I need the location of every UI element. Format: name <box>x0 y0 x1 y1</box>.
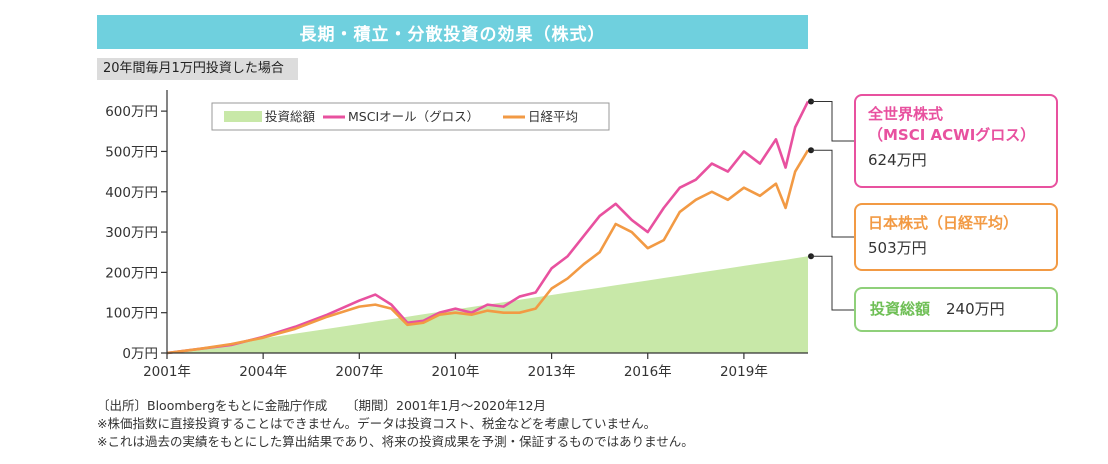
series-line-msci-acwi <box>166 100 810 355</box>
x-tick-label: 2004年 <box>239 364 287 380</box>
x-tick-label: 2010年 <box>432 364 480 380</box>
y-tick-label: 100万円 <box>105 306 158 322</box>
x-tick-label: 2013年 <box>528 364 576 380</box>
callout-invest-name: 投資総額 <box>870 300 931 318</box>
callout-connectors <box>808 98 854 311</box>
y-tick-label: 300万円 <box>105 225 158 241</box>
y-tick-label: 600万円 <box>105 104 158 120</box>
y-tick-label: 500万円 <box>105 144 158 160</box>
x-tick-label: 2016年 <box>624 364 672 380</box>
x-tick-label: 2019年 <box>720 364 768 380</box>
callout-world-amount: 624万円 <box>868 151 927 169</box>
footnote-source: 〔出所〕Bloombergをもとに金融庁作成 〔期間〕2001年1月〜2020年… <box>97 398 546 413</box>
y-tick-label: 0万円 <box>122 346 158 362</box>
axes: 0万円 100万円 200万円 300万円 400万円 500万円 600万円 2001年 20… <box>105 90 808 380</box>
footnote-index: ※株価指数に直接投資することはできません。データは投資コスト、税金などを考慮して… <box>97 416 657 431</box>
legend-label: 日経平均 <box>528 109 578 124</box>
chart-title: 長期・積立・分散投資の効果（株式） <box>97 15 808 49</box>
callout-connector <box>811 255 854 311</box>
footnotes: 〔出所〕Bloombergをもとに金融庁作成 〔期間〕2001年1月〜2020年… <box>97 397 694 451</box>
plot-area <box>166 100 810 355</box>
legend: 投資総額 MSCIオール（グロス） 日経平均 <box>211 102 610 131</box>
x-tick-label: 2007年 <box>335 364 383 380</box>
callout-connector <box>811 100 854 142</box>
x-tick-label: 2001年 <box>143 364 191 380</box>
callout-invest-amount: 240万円 <box>946 300 1005 318</box>
y-tick-label: 200万円 <box>105 265 158 281</box>
chart-subtitle: 20年間毎月1万円投資した場合 <box>97 58 298 80</box>
legend-label: 投資総額 <box>265 109 316 124</box>
legend-label: MSCIオール（グロス） <box>348 109 479 124</box>
callout-japan-stocks: 日本株式（日経平均） 503万円 <box>854 203 1058 271</box>
footnote-disclaimer: ※これは過去の実績をもとにした算出結果であり、将来の投資成果を予測・保証するもの… <box>97 434 694 449</box>
legend-swatch <box>224 111 262 122</box>
legend-box <box>211 102 610 131</box>
callout-connector <box>811 149 854 238</box>
callout-world-subname: （MSCI ACWIグロス） <box>868 126 1036 144</box>
y-tick-label: 400万円 <box>105 185 158 201</box>
series-line-nikkei <box>166 149 810 355</box>
callout-world-name: 全世界株式 <box>868 105 944 123</box>
callout-world-stocks: 全世界株式 （MSCI ACWIグロス） 624万円 <box>854 94 1058 188</box>
callout-japan-name: 日本株式（日経平均） <box>868 214 1019 232</box>
callout-total-investment: 投資総額 240万円 <box>854 287 1058 332</box>
callout-japan-amount: 503万円 <box>868 239 927 257</box>
